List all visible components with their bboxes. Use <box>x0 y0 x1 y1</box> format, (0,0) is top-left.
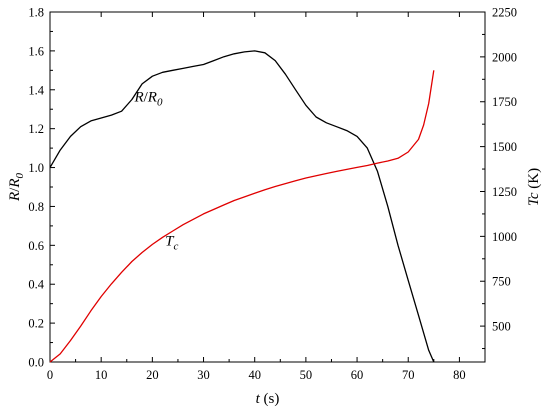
y-left-tick-label: 0.0 <box>28 356 44 370</box>
x-tick-label: 30 <box>197 368 210 382</box>
y-left-tick-label: 0.2 <box>28 317 44 331</box>
y-left-tick-label: 1.8 <box>28 6 44 20</box>
series-line-r-r0 <box>49 50 435 363</box>
x-tick-label: 40 <box>248 368 261 382</box>
plot-area <box>49 11 486 363</box>
y-right-axis-title: Tc (K) <box>526 168 542 206</box>
x-tick-label: 70 <box>402 368 415 382</box>
y-left-axis-title: R/R0 <box>7 172 26 202</box>
axes-ticks: 0 10 20 30 40 50 60 70 80 0.0 0.2 0.4 0.6 0.8 1.0 1.2 1.… <box>28 6 517 383</box>
y-left-tick-label: 1.4 <box>28 83 44 97</box>
labels: R/R0 Tc t (s) R/R0 Tc (K) <box>7 89 542 407</box>
x-tick-label: 20 <box>146 368 159 382</box>
y-right-tick-label: 1750 <box>492 95 517 109</box>
y-left-tick-label: 0.4 <box>28 278 44 292</box>
x-axis-title: t (s) <box>256 391 280 407</box>
y-left-tick-label: 0.6 <box>28 239 44 253</box>
x-tick-label: 0 <box>47 368 53 382</box>
series-lines <box>49 50 435 363</box>
x-tick-label: 10 <box>95 368 108 382</box>
y-right-tick-label: 2250 <box>492 6 517 20</box>
y-left-tick-label: 1.2 <box>28 122 44 136</box>
y-right-tick-label: 1250 <box>492 185 517 199</box>
y-left-tick-label: 0.8 <box>28 200 44 214</box>
y-right-tick-label: 1500 <box>492 140 517 154</box>
x-tick-label: 80 <box>453 368 466 382</box>
plot-frame <box>49 11 486 363</box>
y-right-tick-label: 750 <box>492 275 511 289</box>
x-tick-label: 60 <box>351 368 364 382</box>
y-right-tick-label: 1000 <box>492 230 517 244</box>
x-tick-label: 50 <box>300 368 313 382</box>
series-label-tc: Tc <box>165 233 178 252</box>
y-right-tick-label: 2000 <box>492 50 517 64</box>
series-label-r-r0: R/R0 <box>133 89 163 108</box>
series-line-tc <box>49 70 435 363</box>
y-left-tick-label: 1.0 <box>28 161 44 175</box>
y-right-tick-label: 500 <box>492 320 511 334</box>
y-left-tick-label: 1.6 <box>28 44 44 58</box>
